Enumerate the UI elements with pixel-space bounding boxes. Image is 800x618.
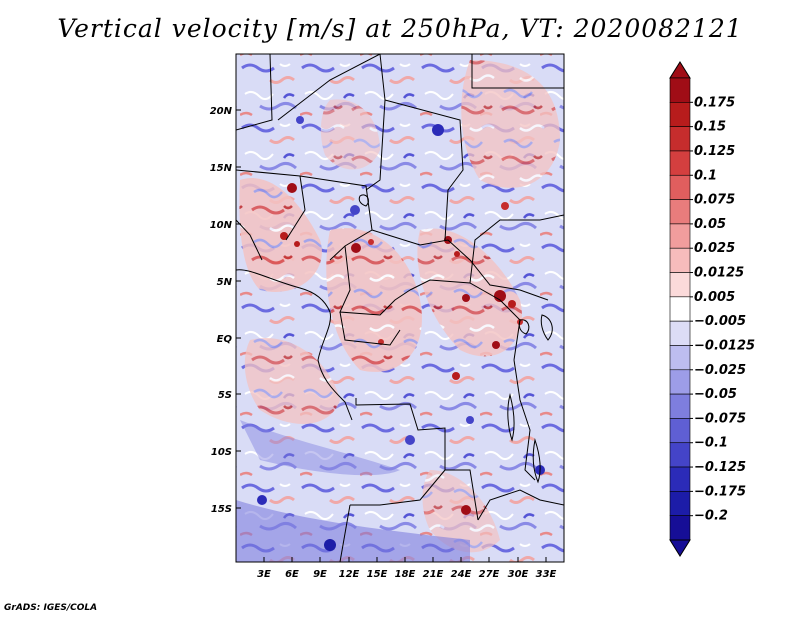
lon-label: 6E bbox=[285, 569, 299, 580]
lat-label: 20N bbox=[210, 106, 233, 117]
lat-label: 10S bbox=[211, 447, 232, 458]
colorbar-segment bbox=[669, 393, 691, 419]
lakes bbox=[358, 194, 553, 484]
lon-label: 24E bbox=[451, 569, 472, 580]
grads-credit: GrADS: IGES/COLA bbox=[4, 603, 98, 613]
colorbar-label: 0.1 bbox=[694, 168, 717, 183]
colorbar-segment bbox=[669, 247, 691, 273]
colorbar-segment bbox=[669, 515, 691, 541]
colorbar-label: −0.05 bbox=[694, 387, 737, 402]
lon-label: 15E bbox=[367, 569, 388, 580]
colorbar-segment bbox=[669, 369, 691, 395]
colorbar-segment bbox=[669, 296, 691, 322]
lon-label: 33E bbox=[536, 569, 557, 580]
colorbar-segment bbox=[669, 442, 691, 468]
colorbar-label: −0.1 bbox=[694, 436, 728, 451]
colorbar-segment bbox=[669, 150, 691, 176]
colorbar-label: 0.15 bbox=[694, 120, 726, 135]
map-frame bbox=[235, 53, 565, 563]
lon-label: 27E bbox=[479, 569, 500, 580]
colorbar-label: −0.025 bbox=[694, 363, 746, 378]
colorbar-label: −0.005 bbox=[694, 314, 746, 329]
colorbar-bottom-arrow bbox=[669, 539, 691, 557]
lon-label: 9E bbox=[313, 569, 327, 580]
colorbar-segment bbox=[669, 272, 691, 298]
colorbar-label: 0.05 bbox=[694, 217, 726, 232]
lat-label: 5S bbox=[218, 390, 232, 401]
lat-label: 15N bbox=[210, 163, 233, 174]
lon-label: 21E bbox=[423, 569, 444, 580]
colorbar-segment bbox=[669, 491, 691, 516]
colorbar-label: −0.175 bbox=[694, 484, 746, 499]
lat-label: 10N bbox=[210, 220, 233, 231]
colorbar-label: −0.125 bbox=[694, 460, 746, 475]
colorbar-segment bbox=[669, 223, 691, 249]
strong-descent-cores bbox=[257, 116, 545, 551]
colorbar-segment bbox=[669, 345, 691, 371]
colorbar-segment bbox=[669, 174, 691, 200]
colorbar-segment bbox=[669, 466, 691, 492]
lon-label: 18E bbox=[395, 569, 416, 580]
colorbar-label: 0.005 bbox=[694, 290, 735, 305]
colorbar-segment bbox=[669, 102, 691, 127]
colorbar-label: 0.125 bbox=[694, 144, 735, 159]
colorbar-label: −0.075 bbox=[694, 411, 746, 426]
colorbar-label: −0.0125 bbox=[694, 338, 755, 353]
lon-axis: 3E 6E 9E 12E 15E 18E 21E 24E 27E 30E 33E bbox=[257, 557, 557, 580]
colorbar-segment bbox=[669, 199, 691, 225]
lon-label: 3E bbox=[257, 569, 271, 580]
colorbar-top-arrow bbox=[669, 61, 691, 79]
vertical-velocity-field bbox=[236, 54, 564, 562]
lon-label: 12E bbox=[339, 569, 360, 580]
lon-label: 30E bbox=[508, 569, 529, 580]
colorbar-segment bbox=[669, 126, 691, 152]
lat-label: 15S bbox=[211, 504, 232, 515]
colorbar-label: 0.025 bbox=[694, 241, 735, 256]
lat-label: 5N bbox=[217, 277, 233, 288]
colorbar-segment bbox=[669, 418, 691, 444]
colorbar: 0.175 0.15 0.125 0.1 0.075 0.05 0.025 0.0125 0.0… bbox=[669, 61, 755, 557]
colorbar-label: 0.175 bbox=[694, 95, 735, 110]
colorbar-labels: 0.175 0.15 0.125 0.1 0.075 0.05 0.025 0.0125 0.0… bbox=[690, 95, 755, 524]
colorbar-label: 0.0125 bbox=[694, 266, 744, 281]
lat-label: EQ bbox=[217, 334, 233, 345]
lat-axis: 20N 15N 10N 5N EQ 5S 10S 15S bbox=[210, 106, 241, 515]
country-borders bbox=[236, 54, 564, 562]
colorbar-segment bbox=[669, 320, 691, 346]
colorbar-segment bbox=[669, 77, 691, 103]
colorbar-label: −0.2 bbox=[694, 509, 728, 524]
map-title: Vertical velocity [m/s] at 250hPa, VT: 2… bbox=[57, 14, 743, 43]
colorbar-label: 0.075 bbox=[694, 193, 735, 208]
colorbar-segments bbox=[669, 77, 691, 541]
